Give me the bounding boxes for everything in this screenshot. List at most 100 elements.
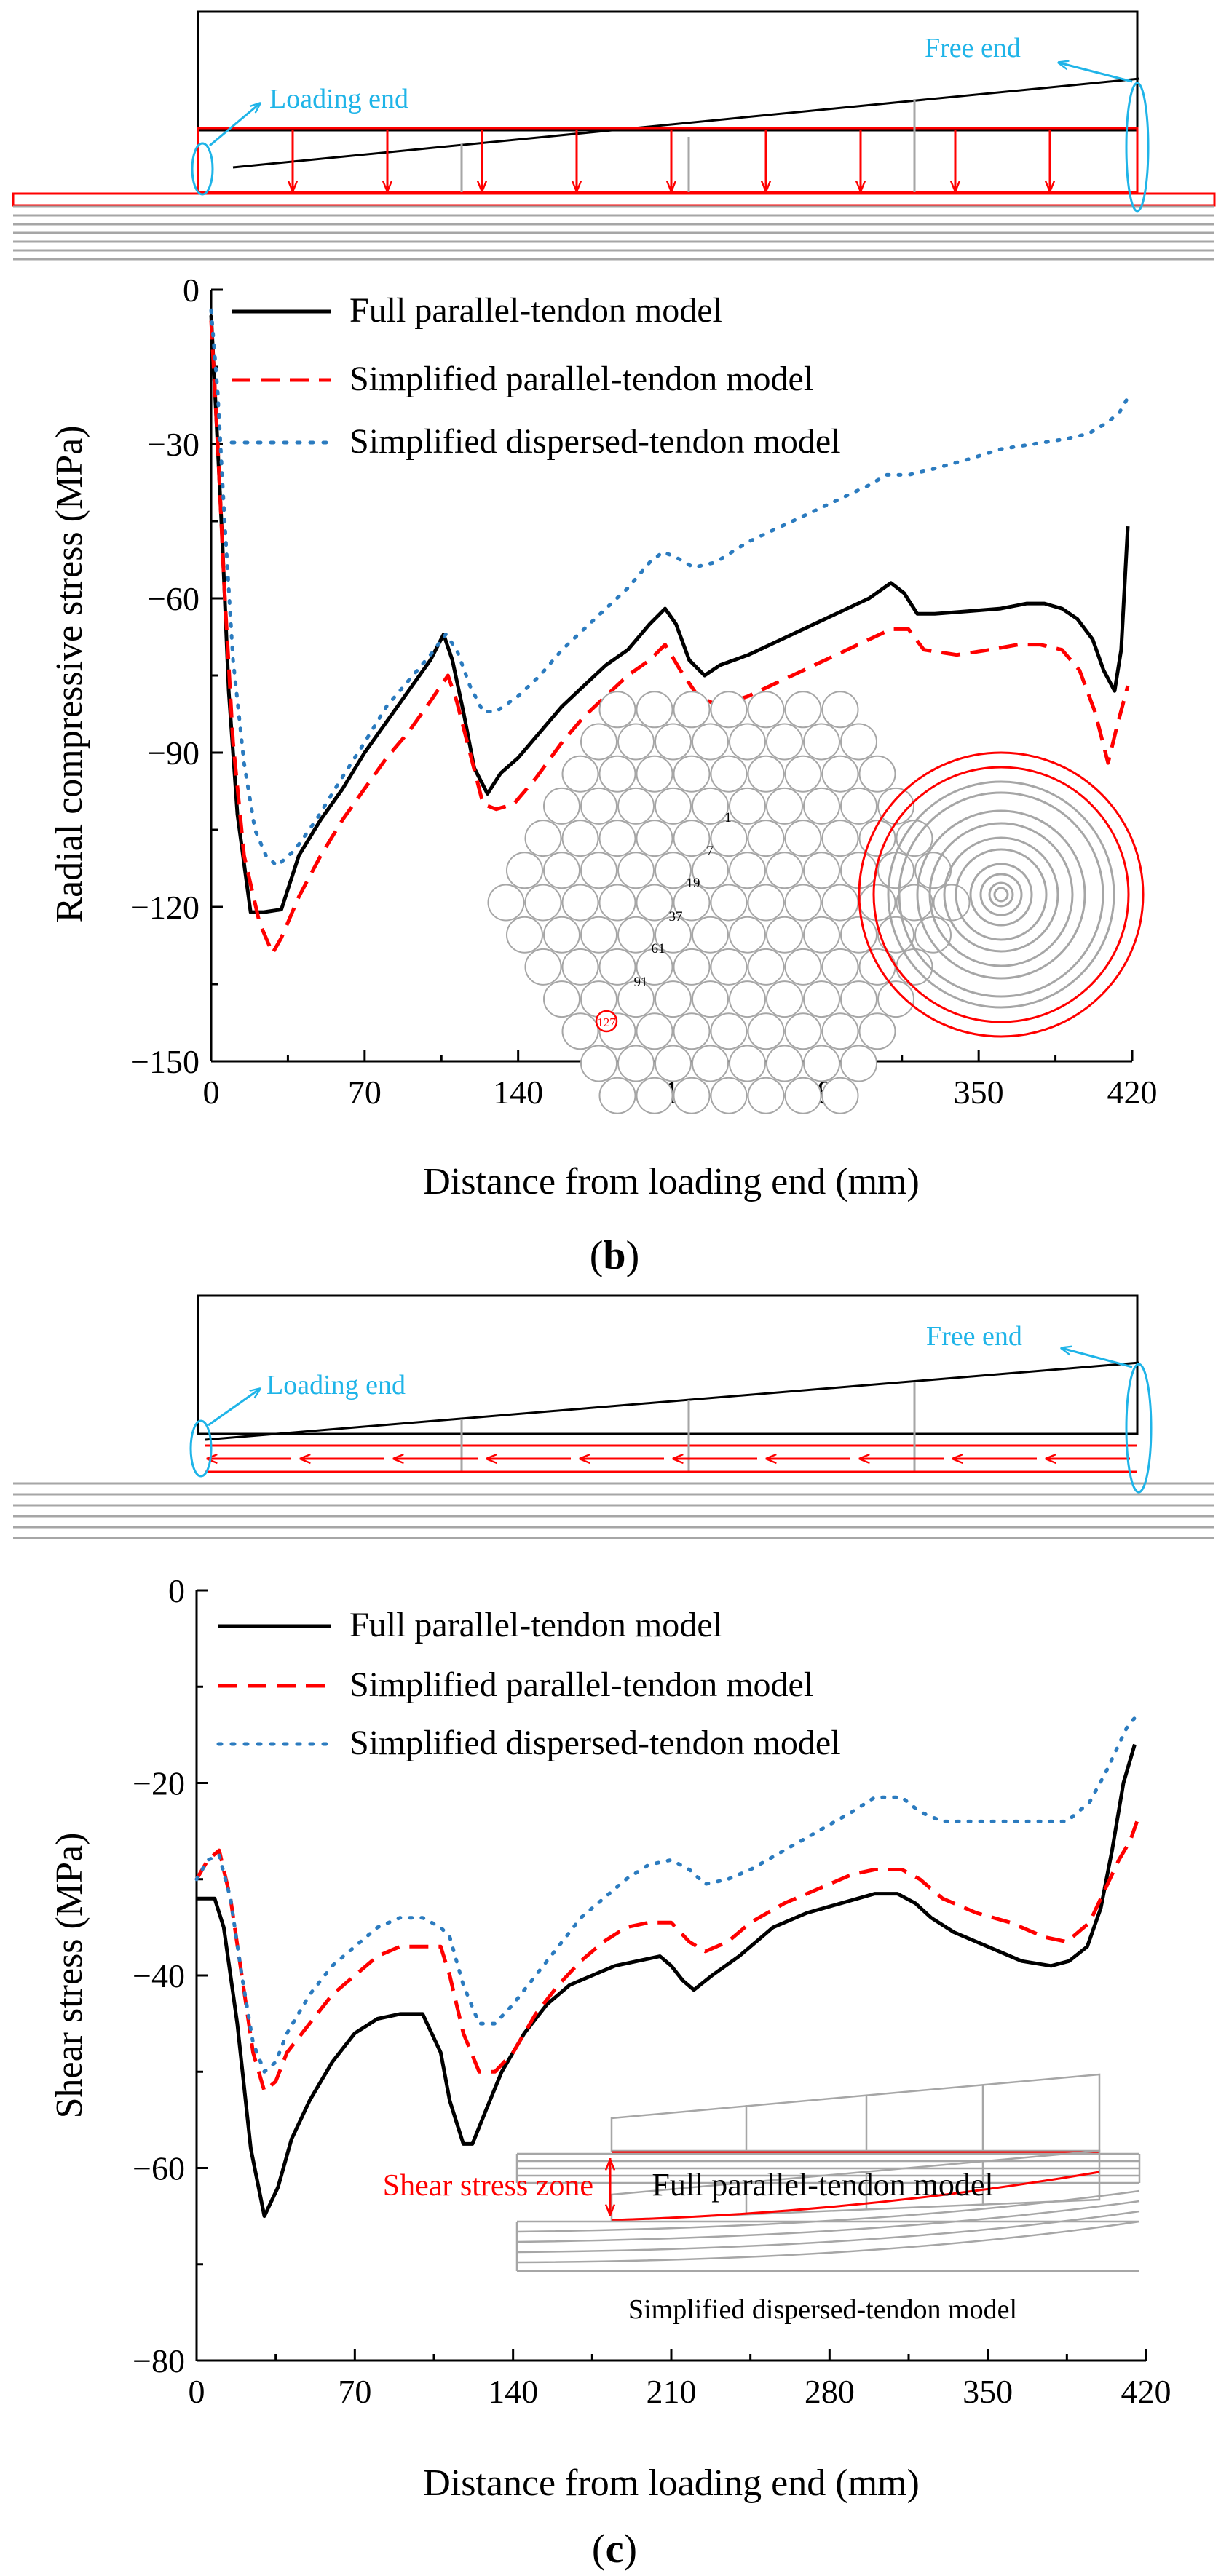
strand-circle xyxy=(729,852,766,889)
strand-circle xyxy=(803,980,840,1018)
strand-circle xyxy=(747,1012,785,1050)
strand-circle xyxy=(543,852,580,889)
strand-circle xyxy=(692,787,729,825)
strand-circle xyxy=(692,852,729,889)
strand-circle xyxy=(821,884,859,922)
hex-label-127: 127 xyxy=(597,1015,616,1029)
strand-circle xyxy=(580,916,617,954)
strand-circle xyxy=(747,884,785,922)
strand-circle xyxy=(543,980,580,1018)
strand-circle xyxy=(636,755,673,793)
legend-b-dispersed: Simplified dispersed-tendon model xyxy=(349,422,841,461)
shear-zone-label: Shear stress zone xyxy=(383,2169,593,2203)
strand-circle xyxy=(617,787,655,825)
legend-b: Full parallel-tendon model Simplified pa… xyxy=(229,291,841,461)
strand-circle xyxy=(673,884,711,922)
b-series-solid xyxy=(209,315,1130,914)
strand-circle xyxy=(692,723,729,761)
hex-label-91: 91 xyxy=(634,975,648,990)
panel-label-b: (b) xyxy=(590,1233,639,1278)
strand-circle xyxy=(580,1045,617,1082)
c-ytick-label: −20 xyxy=(133,1765,185,1802)
strand-circle xyxy=(840,916,877,954)
strand-circle xyxy=(692,1045,729,1082)
strand-circle xyxy=(598,691,636,729)
strand-circle xyxy=(655,916,692,954)
strand-circle xyxy=(803,1045,840,1082)
b-xtick-label: 140 xyxy=(493,1074,543,1111)
strand-circle xyxy=(803,852,840,889)
strand-circle xyxy=(487,884,525,922)
c-xtick-label: 140 xyxy=(488,2373,538,2410)
b-ytick-label: −120 xyxy=(130,889,199,926)
hex-label-7: 7 xyxy=(706,844,714,859)
strand-circle xyxy=(506,916,543,954)
strand-circle xyxy=(766,1045,803,1082)
strand-circle xyxy=(858,755,896,793)
legend-c-dispersed: Simplified dispersed-tendon model xyxy=(349,1724,841,1762)
strand-circle xyxy=(524,884,562,922)
strand-circle xyxy=(766,852,803,889)
strand-circle xyxy=(636,820,673,857)
b-ytick-label: −30 xyxy=(147,426,199,463)
inset-full-label: Full parallel-tendon model xyxy=(652,2167,993,2203)
c-xtick-label: 420 xyxy=(1121,2373,1171,2410)
strand-circle xyxy=(710,755,748,793)
strand-circle xyxy=(543,787,580,825)
strand-circle xyxy=(821,948,859,986)
strand-circle xyxy=(673,691,711,729)
loading-end-marker-c xyxy=(189,1419,213,1478)
strand-circle xyxy=(655,1045,692,1082)
strand-circle xyxy=(561,755,599,793)
strand-circle xyxy=(784,884,822,922)
strand-circle xyxy=(636,1012,673,1050)
schematic-c: Loading end Free end xyxy=(13,1294,1214,1539)
strand-circle xyxy=(598,1077,636,1114)
strand-circle xyxy=(766,916,803,954)
b-series-dotted xyxy=(209,308,1130,868)
hex-label-61: 61 xyxy=(652,941,665,956)
hex-label-37: 37 xyxy=(669,909,683,924)
hex-marker-127 xyxy=(595,1010,618,1033)
c-xtick-label: 350 xyxy=(963,2373,1013,2410)
strand-circle xyxy=(561,1012,599,1050)
strand-circle xyxy=(524,948,562,986)
free-end-label: Free end xyxy=(925,33,1021,63)
b-xtick-label: 350 xyxy=(954,1074,1004,1111)
strand-circle xyxy=(766,980,803,1018)
strand-circle xyxy=(524,820,562,857)
loading-end-marker xyxy=(191,142,214,196)
strand-circle xyxy=(784,755,822,793)
schematic-b: Loading end Free end xyxy=(12,10,1216,261)
strand-circle xyxy=(747,1077,785,1114)
strand-circle xyxy=(729,787,766,825)
series-c xyxy=(194,1713,1139,2219)
legend-b-simplified: Simplified parallel-tendon model xyxy=(349,360,813,398)
strand-circle xyxy=(617,723,655,761)
x-label-c: Distance from loading end (mm) xyxy=(423,2462,920,2504)
legend-c-simplified: Simplified parallel-tendon model xyxy=(349,1665,813,1704)
strand-circle xyxy=(784,948,822,986)
strand-circle xyxy=(617,852,655,889)
c-series-dotted xyxy=(194,1713,1139,2074)
y-label-b: Radial compressive stress (MPa) xyxy=(49,425,90,922)
hex-labels: 1 7 19 37 61 91 127 xyxy=(595,810,732,1033)
loading-end-label-c: Loading end xyxy=(266,1370,406,1400)
strand-circle xyxy=(821,691,859,729)
strand-circle xyxy=(692,916,729,954)
strand-circle xyxy=(821,755,859,793)
legend-c: Full parallel-tendon model Simplified pa… xyxy=(216,1606,841,1762)
strand-circle xyxy=(655,980,692,1018)
strand-circle xyxy=(840,980,877,1018)
chart-c: 0 70 140 210 280 350 420 0 −20 −40 −60 −80 Full par… xyxy=(49,1572,1171,2504)
strand-circle xyxy=(655,852,692,889)
strand-circle xyxy=(784,820,822,857)
strand-circle xyxy=(655,787,692,825)
hex-label-1: 1 xyxy=(724,810,732,825)
c-xtick-label: 0 xyxy=(189,2373,205,2410)
strand-circle xyxy=(821,1012,859,1050)
strand-circle xyxy=(598,948,636,986)
b-ytick-label: −150 xyxy=(130,1043,199,1080)
shear-inset: Shear stress zone Full parallel-tendon m… xyxy=(383,2073,1141,2325)
